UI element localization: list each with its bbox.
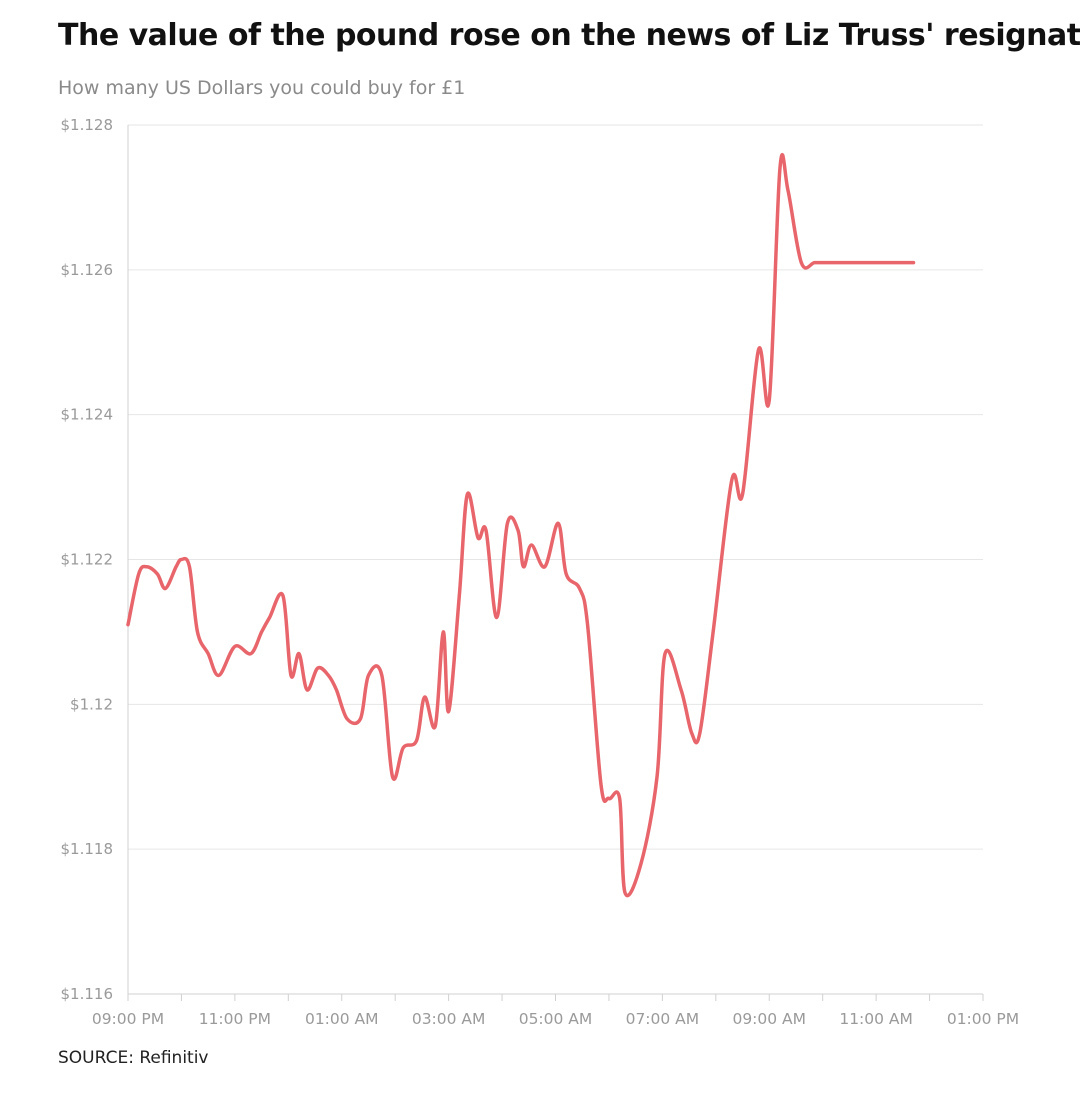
- chart-subtitle: How many US Dollars you could buy for £1: [58, 77, 466, 99]
- source-note: SOURCE: Refinitiv: [58, 1048, 209, 1068]
- x-tick-label: 01:00 AM: [305, 1010, 379, 1028]
- x-tick-label: 11:00 AM: [839, 1010, 913, 1028]
- y-tick-label: $1.118: [61, 840, 114, 858]
- y-tick-label: $1.128: [61, 116, 114, 134]
- x-tick-label: 11:00 PM: [199, 1010, 271, 1028]
- x-axis-labels: 09:00 PM 11:00 PM 01:00 AM 03:00 AM 05:00 AM…: [92, 1010, 1019, 1028]
- x-tick-label: 01:00 PM: [947, 1010, 1019, 1028]
- axes: [127, 125, 984, 1001]
- x-tick-label: 09:00 AM: [732, 1010, 806, 1028]
- y-tick-label: $1.12: [70, 695, 113, 713]
- x-tick-label: 07:00 AM: [626, 1010, 700, 1028]
- chart-title: The value of the pound rose on the news …: [58, 18, 1080, 53]
- y-axis-labels: $1.116 $1.118 $1.12 $1.122 $1.124 $1.126 $1.12…: [61, 116, 114, 1003]
- series-line-gbp-usd: [126, 152, 916, 898]
- x-tick-label: 03:00 AM: [412, 1010, 486, 1028]
- y-tick-label: $1.124: [61, 406, 114, 424]
- series-layer: [126, 152, 916, 898]
- line-chart: $1.116 $1.118 $1.12 $1.122 $1.124 $1.126 $1.12…: [61, 116, 1020, 1028]
- y-tick-label: $1.126: [61, 261, 114, 279]
- y-tick-label: $1.122: [61, 551, 114, 569]
- x-tick-label: 09:00 PM: [92, 1010, 164, 1028]
- y-tick-label: $1.116: [61, 985, 114, 1003]
- grid-lines: [128, 124, 983, 850]
- x-tick-label: 05:00 AM: [519, 1010, 593, 1028]
